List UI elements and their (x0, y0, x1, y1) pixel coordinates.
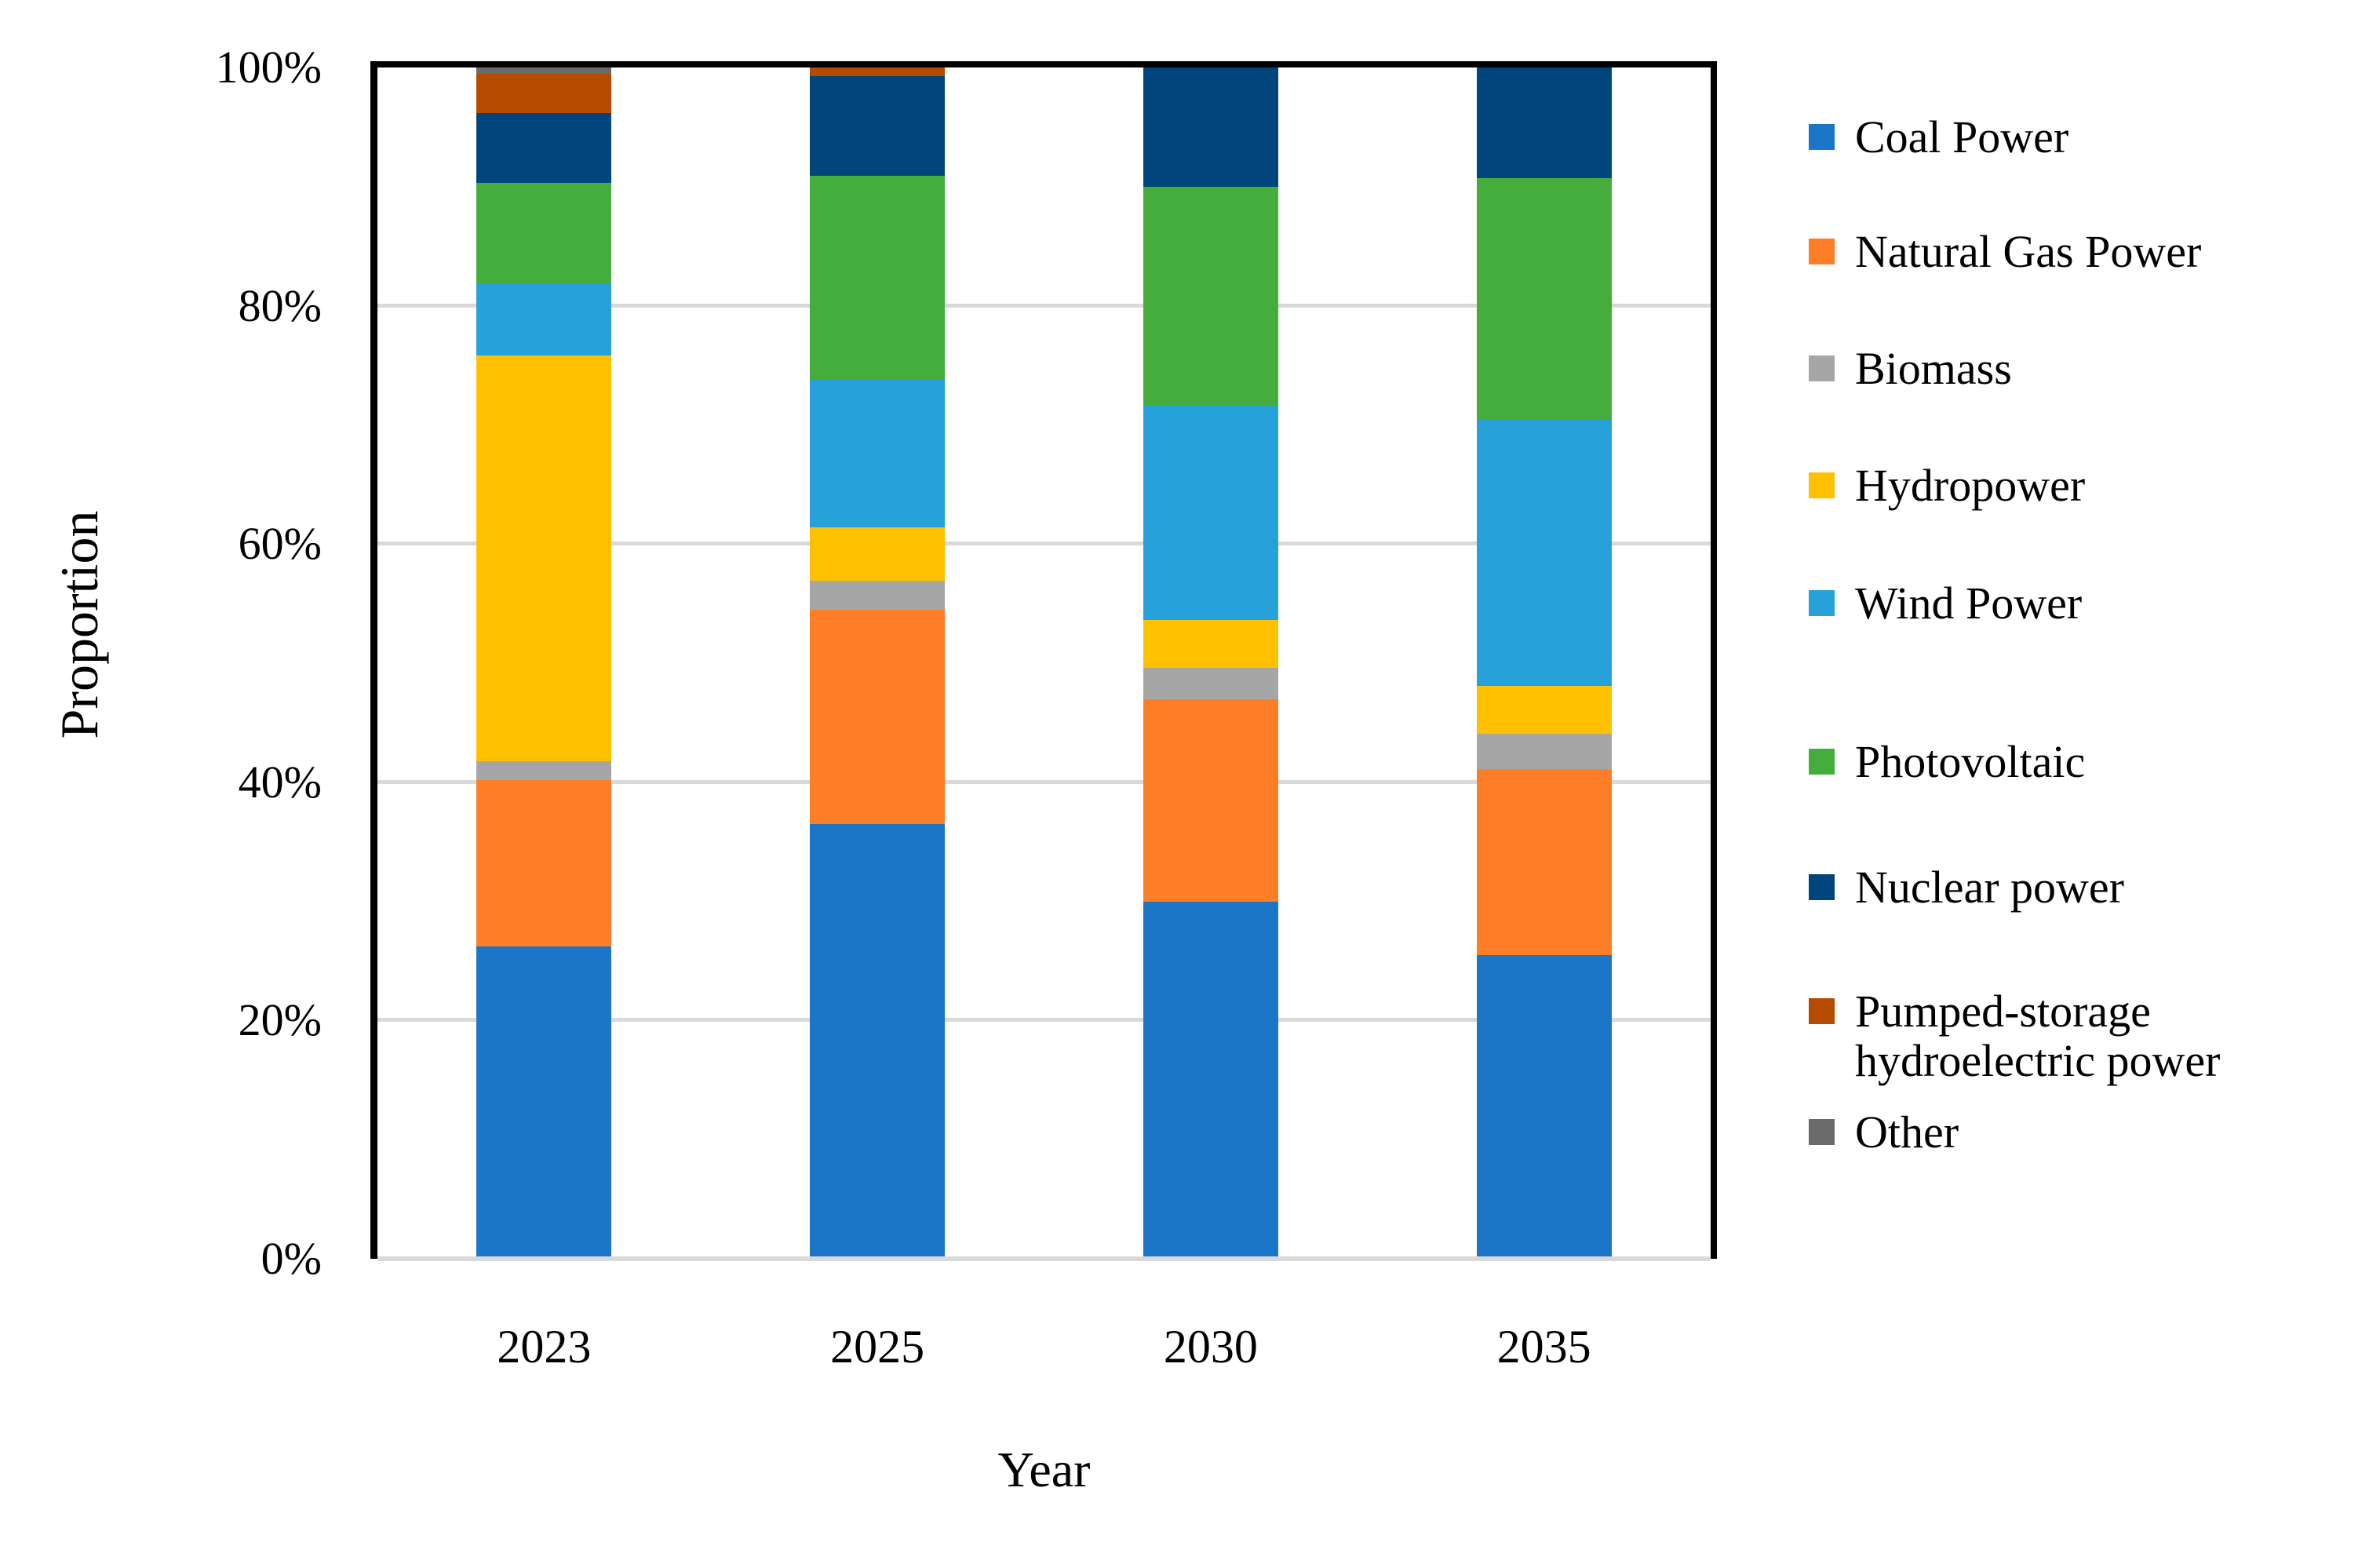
segment-2030-nuclear-power (1143, 67, 1278, 187)
segment-2023-biomass (476, 760, 612, 780)
y-tick-label-80: 80% (238, 279, 322, 331)
segment-2025-natural-gas-power (810, 609, 946, 824)
bar-2030 (1143, 67, 1278, 1259)
x-axis-tick-labels: 2023 2025 2030 2035 (377, 1322, 1711, 1371)
legend-swatch-icon (1809, 239, 1835, 264)
segment-2025-photovoltaic (810, 176, 946, 380)
gridline-40 (377, 779, 1711, 784)
legend-label: Wind Power (1855, 578, 2083, 629)
segment-2035-nuclear-power (1476, 67, 1612, 179)
segment-2023-hydropower (476, 356, 612, 761)
legend-label: Other (1855, 1107, 1959, 1158)
x-tick-label-2035: 2035 (1496, 1321, 1591, 1373)
segment-2025-biomass (810, 581, 946, 610)
y-tick-label-100: 100% (215, 42, 322, 93)
bar-slot-2035 (1377, 67, 1711, 1259)
bar-2025 (810, 67, 946, 1259)
legend-swatch-icon (1809, 590, 1835, 616)
legend-item-coal-power: Coal Power (1809, 112, 2068, 162)
bar-slot-2023 (377, 67, 711, 1259)
segment-2025-nuclear-power (810, 75, 946, 177)
plot-inner (377, 67, 1711, 1259)
legend-item-natural-gas-power: Natural Gas Power (1809, 227, 2201, 276)
bar-2023 (476, 67, 612, 1259)
segment-2023-photovoltaic (476, 183, 612, 283)
segment-2030-natural-gas-power (1143, 698, 1278, 902)
segment-2025-wind-power (810, 379, 946, 527)
segment-2030-hydropower (1143, 620, 1278, 669)
segment-2035-hydropower (1476, 685, 1612, 734)
segment-2035-photovoltaic (1476, 178, 1612, 421)
x-axis-line (377, 1256, 1711, 1261)
segment-2023-pumped-storage-hydroelectric-power (476, 73, 612, 113)
legend-item-wind-power: Wind Power (1809, 578, 2082, 628)
legend-label: Nuclear power (1855, 862, 2124, 913)
legend-swatch-icon (1809, 472, 1835, 498)
segment-2025-pumped-storage-hydroelectric-power (810, 67, 946, 76)
legend-item-nuclear-power: Nuclear power (1809, 862, 2124, 912)
legend-swatch-icon (1809, 124, 1835, 150)
gridline-80 (377, 303, 1711, 308)
legend-swatch-icon (1809, 1119, 1835, 1145)
segment-2030-wind-power (1143, 404, 1278, 621)
y-tick-label-20: 20% (238, 994, 322, 1046)
segment-2025-hydropower (810, 527, 946, 582)
y-tick-label-60: 60% (238, 518, 322, 570)
bar-2035 (1476, 67, 1612, 1259)
x-tick-label-2023: 2023 (497, 1321, 592, 1373)
segment-2035-wind-power (1476, 420, 1612, 686)
segment-2030-coal-power (1143, 901, 1278, 1259)
bar-slot-2025 (711, 67, 1044, 1259)
segment-2023-coal-power (476, 946, 612, 1259)
legend-swatch-icon (1809, 356, 1835, 381)
gridline-60 (377, 541, 1711, 546)
legend-swatch-icon (1809, 874, 1835, 900)
legend: Coal Power Natural Gas Power Biomass Hydrop… (1809, 0, 2374, 1546)
segment-2030-biomass (1143, 668, 1278, 699)
legend-label: Photovoltaic (1855, 736, 2086, 787)
segment-2023-natural-gas-power (476, 779, 612, 947)
legend-item-other: Other (1809, 1107, 1959, 1157)
segment-2023-nuclear-power (476, 112, 612, 184)
segment-2023-other (476, 67, 612, 74)
x-tick-label-2030: 2030 (1163, 1321, 1258, 1373)
bar-slot-2030 (1044, 67, 1378, 1259)
legend-label: Biomass (1855, 343, 2012, 394)
plot-area (370, 61, 1717, 1261)
segment-2030-photovoltaic (1143, 186, 1278, 405)
legend-swatch-icon (1809, 998, 1835, 1024)
legend-label: Natural Gas Power (1855, 226, 2202, 277)
x-axis-title: Year (997, 1442, 1091, 1497)
bars (377, 67, 1711, 1259)
segment-2023-wind-power (476, 283, 612, 356)
segment-2035-biomass (1476, 733, 1612, 770)
legend-label: Coal Power (1855, 111, 2069, 162)
x-tick-label-2025: 2025 (830, 1321, 925, 1373)
legend-label: Hydropower (1855, 460, 2086, 511)
legend-swatch-icon (1809, 749, 1835, 775)
segment-2025-coal-power (810, 823, 946, 1259)
legend-item-biomass: Biomass (1809, 344, 2012, 393)
segment-2035-coal-power (1476, 954, 1612, 1259)
gridline-20 (377, 1018, 1711, 1023)
legend-item-hydropower: Hydropower (1809, 461, 2085, 510)
y-tick-label-40: 40% (238, 756, 322, 808)
legend-item-pumped-storage-hydroelectric-power: Pumped-storage hydroelectric power (1809, 986, 2365, 1085)
legend-label: Pumped-storage hydroelectric power (1855, 986, 2221, 1086)
segment-2035-natural-gas-power (1476, 769, 1612, 955)
y-tick-label-0: 0% (261, 1233, 322, 1284)
legend-item-photovoltaic: Photovoltaic (1809, 737, 2085, 786)
